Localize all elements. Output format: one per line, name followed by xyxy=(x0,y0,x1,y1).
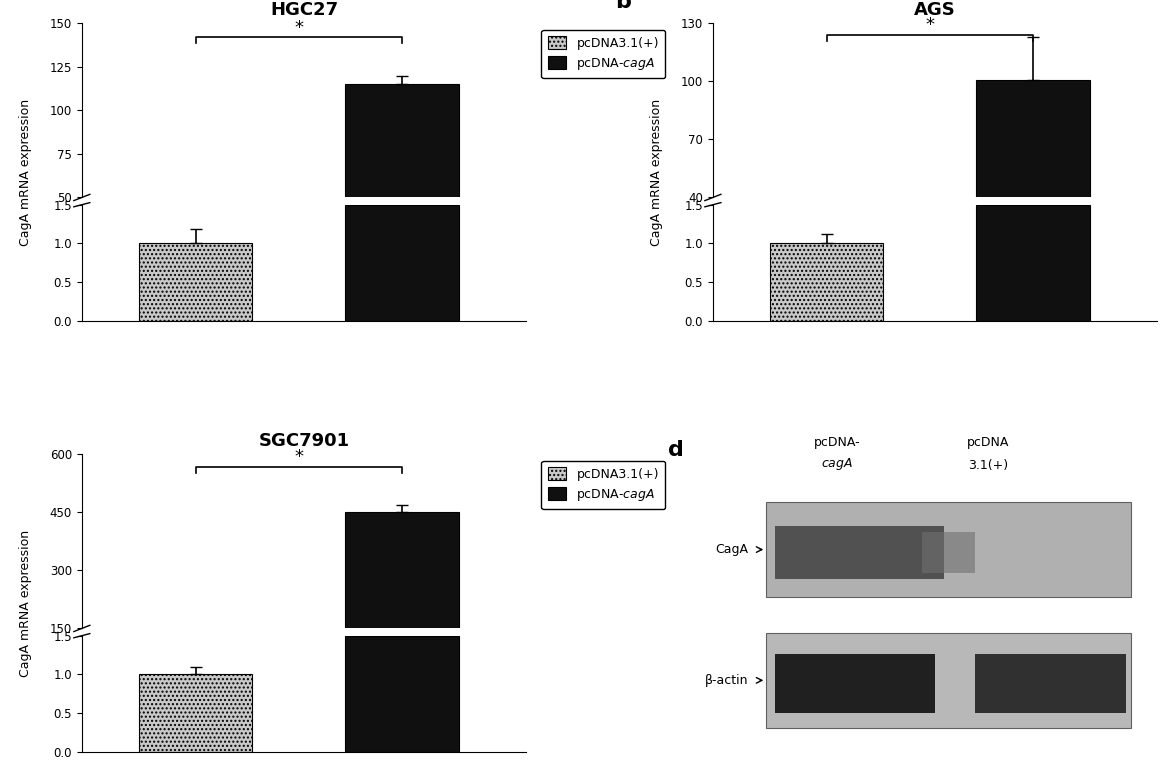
Text: CagA: CagA xyxy=(715,543,748,556)
Text: β-actin: β-actin xyxy=(705,674,748,687)
Bar xyxy=(775,654,935,713)
Title: HGC27: HGC27 xyxy=(270,1,338,19)
Bar xyxy=(766,633,1130,728)
Bar xyxy=(345,204,459,321)
Text: CagA mRNA expression: CagA mRNA expression xyxy=(19,99,33,246)
Text: d: d xyxy=(669,439,684,460)
Legend: pcDNA3.1(+), pcDNA-$\it{cagA}$: pcDNA3.1(+), pcDNA-$\it{cagA}$ xyxy=(541,460,665,509)
Bar xyxy=(769,244,884,321)
Bar xyxy=(345,512,459,687)
Text: *: * xyxy=(926,16,934,34)
Text: CagA mRNA expression: CagA mRNA expression xyxy=(19,529,33,677)
Bar xyxy=(976,80,1091,275)
Bar xyxy=(766,502,1130,597)
Legend: pcDNA3.1(+), pcDNA-$\it{cagA}$: pcDNA3.1(+), pcDNA-$\it{cagA}$ xyxy=(541,30,665,78)
Text: 3.1(+): 3.1(+) xyxy=(968,460,1009,472)
Text: b: b xyxy=(615,0,631,13)
Bar xyxy=(345,636,459,752)
Title: AGS: AGS xyxy=(914,1,956,19)
Text: $\it{cagA}$: $\it{cagA}$ xyxy=(822,456,853,472)
Title: SGC7901: SGC7901 xyxy=(258,432,350,450)
Text: pcDNA-: pcDNA- xyxy=(814,435,860,449)
Text: pcDNA: pcDNA xyxy=(967,435,1010,449)
Bar xyxy=(139,674,253,752)
Text: *: * xyxy=(295,19,304,37)
Text: CagA mRNA expression: CagA mRNA expression xyxy=(650,99,663,246)
Bar xyxy=(775,526,945,579)
Bar xyxy=(922,532,975,573)
Bar xyxy=(976,204,1091,321)
Text: *: * xyxy=(295,448,304,466)
Bar xyxy=(139,244,253,321)
Bar xyxy=(345,85,459,284)
Bar xyxy=(975,654,1126,713)
